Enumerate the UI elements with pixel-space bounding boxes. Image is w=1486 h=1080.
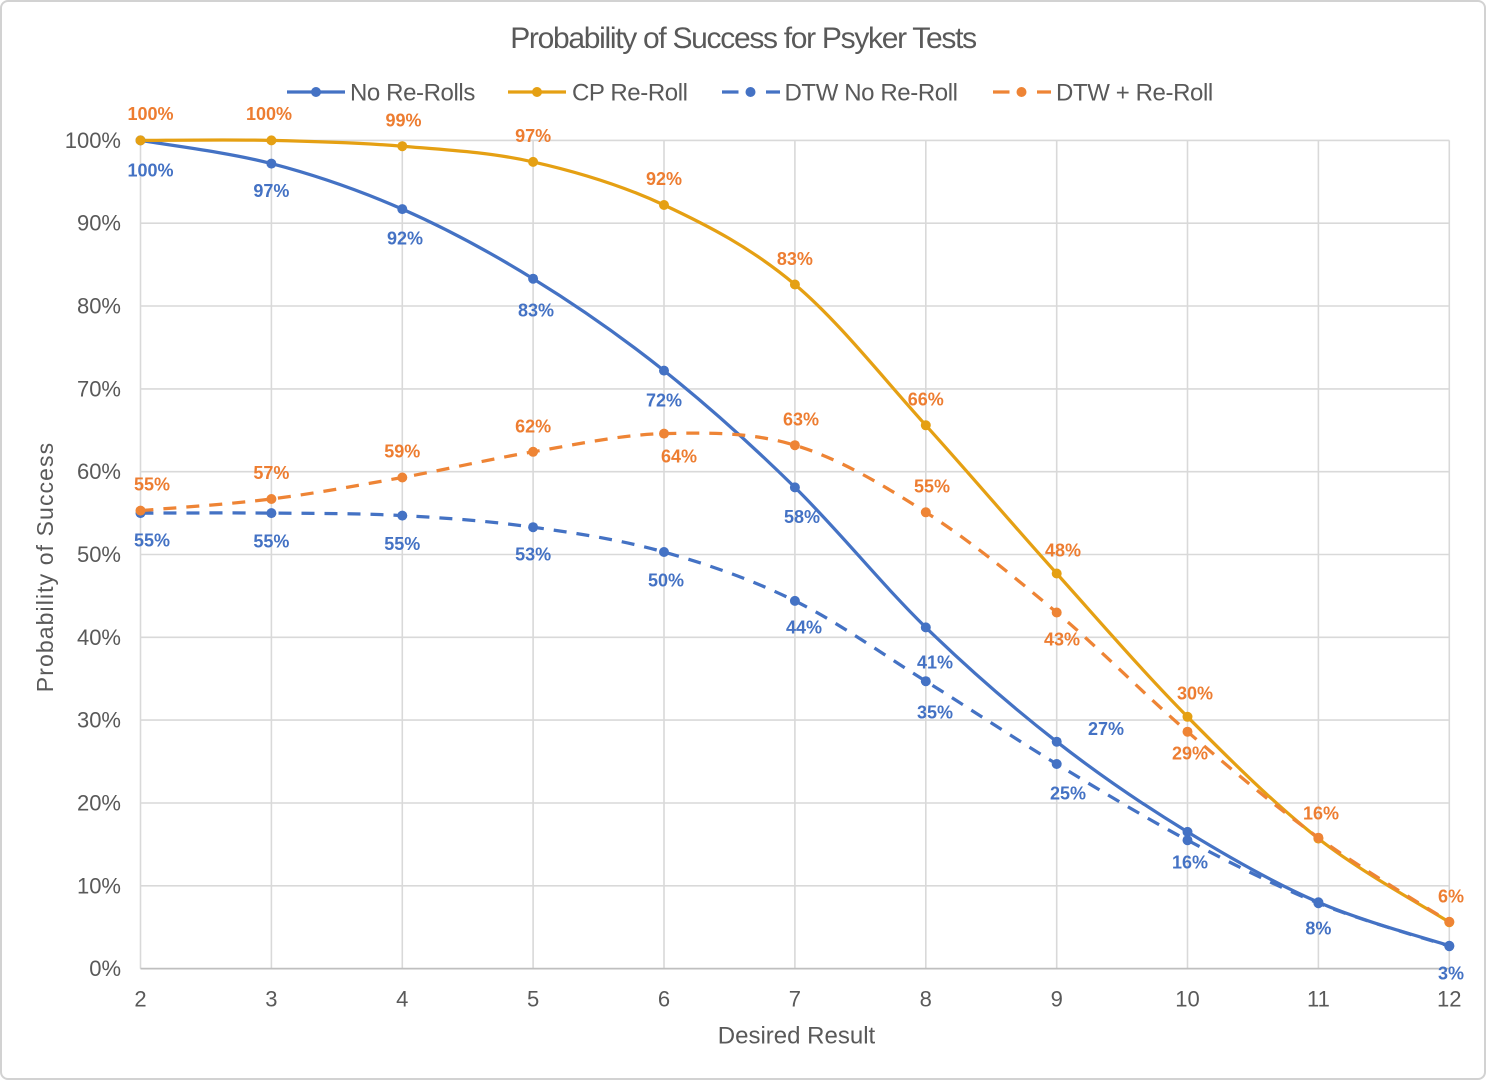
svg-text:43%: 43% <box>1044 630 1080 650</box>
svg-text:55%: 55% <box>134 531 170 551</box>
svg-text:11: 11 <box>1307 987 1330 1012</box>
svg-text:97%: 97% <box>515 126 551 146</box>
svg-text:66%: 66% <box>908 390 944 410</box>
svg-text:Probability of Success for Psy: Probability of Success for Psyker Tests <box>510 22 976 55</box>
svg-text:25%: 25% <box>1050 784 1086 804</box>
svg-text:8%: 8% <box>1305 919 1331 939</box>
svg-text:80%: 80% <box>77 294 121 319</box>
svg-text:64%: 64% <box>661 447 697 467</box>
svg-text:97%: 97% <box>253 181 289 201</box>
svg-text:6: 6 <box>658 987 670 1012</box>
svg-text:30%: 30% <box>77 708 121 733</box>
svg-text:100%: 100% <box>127 104 173 124</box>
svg-text:55%: 55% <box>914 477 950 497</box>
svg-text:55%: 55% <box>134 475 170 495</box>
svg-text:40%: 40% <box>77 625 121 650</box>
svg-text:30%: 30% <box>1177 684 1213 704</box>
svg-text:29%: 29% <box>1172 744 1208 764</box>
svg-text:16%: 16% <box>1303 804 1339 824</box>
svg-text:No Re-Rolls: No Re-Rolls <box>350 80 475 107</box>
svg-text:10%: 10% <box>77 873 121 898</box>
svg-text:55%: 55% <box>384 534 420 554</box>
svg-text:3%: 3% <box>1438 964 1464 984</box>
svg-text:12: 12 <box>1437 987 1461 1012</box>
svg-text:2: 2 <box>134 987 146 1012</box>
svg-text:58%: 58% <box>784 507 820 527</box>
svg-text:CP Re-Roll: CP Re-Roll <box>572 80 688 107</box>
svg-text:100%: 100% <box>246 104 292 124</box>
svg-text:48%: 48% <box>1045 541 1081 561</box>
svg-text:20%: 20% <box>77 791 121 816</box>
svg-text:7: 7 <box>789 987 801 1012</box>
svg-text:90%: 90% <box>77 211 121 236</box>
svg-text:55%: 55% <box>253 532 289 552</box>
svg-text:27%: 27% <box>1088 719 1124 739</box>
svg-text:8: 8 <box>920 987 932 1012</box>
svg-text:10: 10 <box>1175 987 1199 1012</box>
svg-text:3: 3 <box>265 987 277 1012</box>
svg-text:62%: 62% <box>515 417 551 437</box>
svg-text:Probability of Success: Probability of Success <box>32 442 58 692</box>
svg-text:100%: 100% <box>127 160 173 180</box>
svg-text:Desired Result: Desired Result <box>718 1023 876 1050</box>
svg-text:50%: 50% <box>77 542 121 567</box>
svg-text:99%: 99% <box>385 111 421 131</box>
svg-text:16%: 16% <box>1172 853 1208 873</box>
svg-text:92%: 92% <box>387 229 423 249</box>
svg-text:70%: 70% <box>77 376 121 401</box>
svg-text:DTW + Re-Roll: DTW + Re-Roll <box>1056 80 1213 107</box>
svg-text:0%: 0% <box>89 956 121 981</box>
svg-text:83%: 83% <box>777 249 813 269</box>
svg-text:72%: 72% <box>646 390 682 410</box>
svg-text:41%: 41% <box>917 653 953 673</box>
svg-text:63%: 63% <box>783 410 819 430</box>
svg-text:35%: 35% <box>917 703 953 723</box>
svg-text:92%: 92% <box>646 169 682 189</box>
svg-text:100%: 100% <box>65 128 121 153</box>
svg-text:4: 4 <box>396 987 408 1012</box>
svg-text:53%: 53% <box>515 545 551 565</box>
svg-text:DTW No Re-Roll: DTW No Re-Roll <box>785 80 958 107</box>
svg-text:50%: 50% <box>648 571 684 591</box>
svg-text:5: 5 <box>527 987 539 1012</box>
svg-text:57%: 57% <box>253 463 289 483</box>
svg-text:83%: 83% <box>518 301 554 321</box>
svg-text:59%: 59% <box>384 442 420 462</box>
svg-text:6%: 6% <box>1438 887 1464 907</box>
svg-text:60%: 60% <box>77 459 121 484</box>
svg-text:44%: 44% <box>786 618 822 638</box>
svg-text:9: 9 <box>1051 987 1063 1012</box>
